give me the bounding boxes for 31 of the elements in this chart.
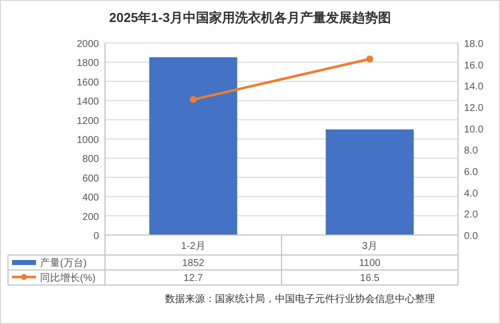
y-tick-label: 1000 <box>76 135 100 146</box>
y2-tick-label: 12.0 <box>464 103 484 114</box>
data-label: 12.7 <box>184 273 203 284</box>
y-tick-label: 200 <box>82 212 100 223</box>
x-tick-label: 3月 <box>362 241 378 252</box>
y2-tick-label: 18.0 <box>464 39 484 50</box>
y-tick-label: 0 <box>93 231 100 242</box>
y2-tick-label: 16.0 <box>464 60 484 72</box>
title: 2025年1-3月中国家用洗衣机各月产量发展趋势图 <box>109 10 391 25</box>
y2-tick-label: 2.0 <box>464 210 478 221</box>
y-tick-label: 1200 <box>76 116 100 127</box>
y2-tick-label: 6.0 <box>464 167 478 178</box>
y-tick-label: 400 <box>82 192 100 204</box>
y-tick-label: 800 <box>82 154 100 166</box>
y2-tick-label: 14.0 <box>464 82 484 93</box>
y-tick-label: 600 <box>82 173 100 184</box>
data-label: 1852 <box>182 258 204 269</box>
y2-tick-label: 4.0 <box>464 188 478 200</box>
x-tick-label: 1-2月 <box>181 241 206 252</box>
legend-label: 同比增长(%) <box>40 273 96 284</box>
y2-tick-label: 10.0 <box>464 124 484 136</box>
y2-tick-label: 0.0 <box>464 231 478 242</box>
y-tick-label: 1400 <box>76 96 100 108</box>
legend-label: 产量(万台) <box>40 258 87 269</box>
y-tick-label: 2000 <box>76 39 100 50</box>
y2-tick-label: 8.0 <box>464 146 478 157</box>
data-label: 16.5 <box>360 273 380 284</box>
source-note: 数据来源：国家统计局，中国电子元件行业协会信息中心整理 <box>165 293 435 305</box>
y-tick-label: 1600 <box>76 77 100 88</box>
data-label: 1100 <box>359 258 380 269</box>
y-tick-label: 1800 <box>76 58 100 70</box>
